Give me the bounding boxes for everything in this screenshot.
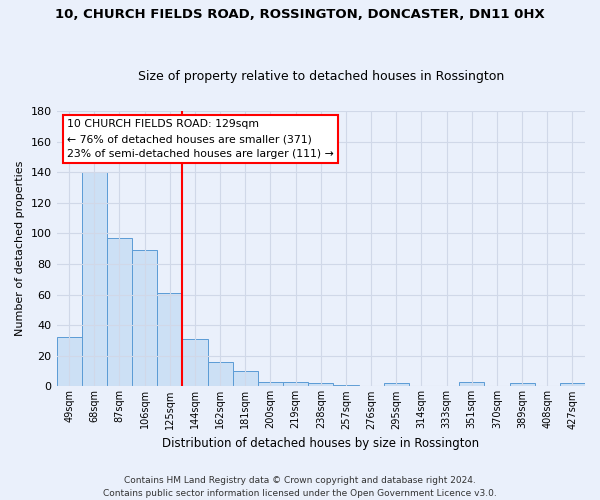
- Text: 10, CHURCH FIELDS ROAD, ROSSINGTON, DONCASTER, DN11 0HX: 10, CHURCH FIELDS ROAD, ROSSINGTON, DONC…: [55, 8, 545, 20]
- Bar: [107, 238, 132, 386]
- Text: 10 CHURCH FIELDS ROAD: 129sqm
← 76% of detached houses are smaller (371)
23% of : 10 CHURCH FIELDS ROAD: 129sqm ← 76% of d…: [67, 120, 334, 159]
- Bar: [509, 384, 535, 386]
- Bar: [82, 172, 107, 386]
- Bar: [132, 250, 157, 386]
- Bar: [283, 382, 308, 386]
- Title: Size of property relative to detached houses in Rossington: Size of property relative to detached ho…: [137, 70, 504, 84]
- Bar: [208, 362, 233, 386]
- X-axis label: Distribution of detached houses by size in Rossington: Distribution of detached houses by size …: [162, 437, 479, 450]
- Bar: [56, 338, 82, 386]
- Text: Contains HM Land Registry data © Crown copyright and database right 2024.
Contai: Contains HM Land Registry data © Crown c…: [103, 476, 497, 498]
- Y-axis label: Number of detached properties: Number of detached properties: [15, 161, 25, 336]
- Bar: [157, 293, 182, 386]
- Bar: [258, 382, 283, 386]
- Bar: [334, 385, 359, 386]
- Bar: [308, 384, 334, 386]
- Bar: [182, 339, 208, 386]
- Bar: [560, 384, 585, 386]
- Bar: [459, 382, 484, 386]
- Bar: [383, 384, 409, 386]
- Bar: [233, 371, 258, 386]
